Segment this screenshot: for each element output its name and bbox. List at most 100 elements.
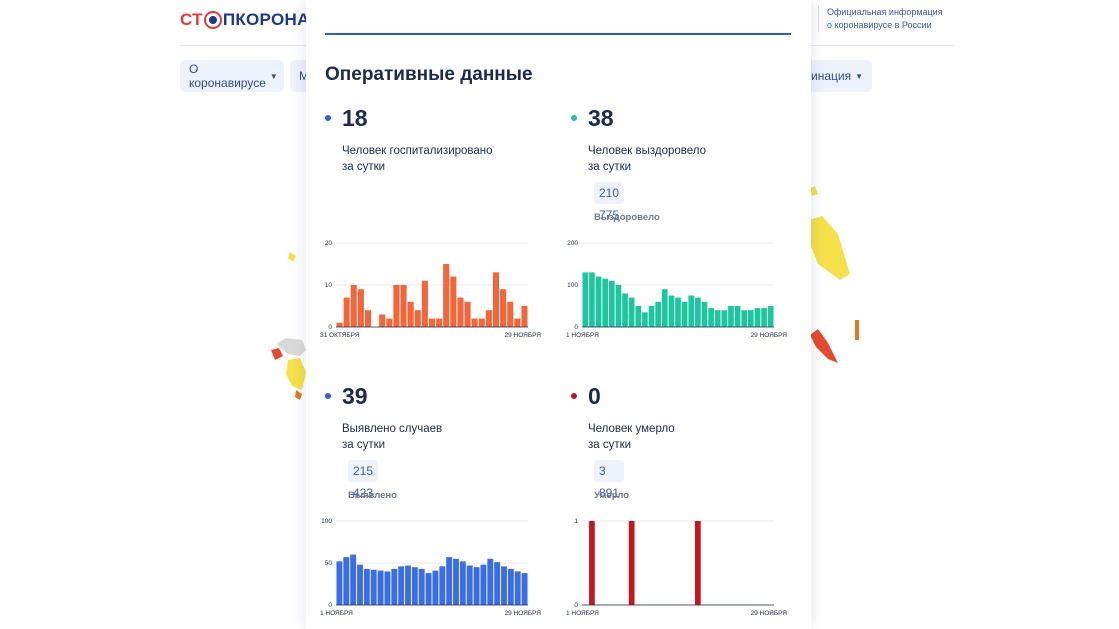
bar	[473, 567, 480, 605]
stat-description: Выявлено случаев за сутки	[342, 421, 512, 453]
bar	[393, 285, 400, 327]
bar	[466, 565, 473, 605]
bar	[492, 272, 500, 327]
bar	[507, 301, 514, 327]
bar	[521, 306, 528, 327]
bar	[407, 301, 414, 327]
bar	[418, 568, 425, 605]
bar	[391, 568, 398, 605]
bar	[443, 264, 450, 327]
stat-description: Человек умерло за сутки	[588, 421, 758, 453]
bar	[405, 565, 411, 605]
chart-recovered-svg: 0 100 200 1 НОЯБРЯ 29 НОЯБРЯ	[566, 240, 787, 339]
bar	[364, 310, 372, 327]
chart-detected-svg: 0 50 100 1 НОЯБРЯ 29 НОЯБРЯ	[320, 518, 541, 617]
chart-died: 0 1 1 НОЯБРЯ 29 НОЯБРЯ	[562, 514, 788, 624]
chart-hospitalized-svg: 0 10 20 31 ОКТЯБРЯ 29 НОЯБРЯ	[320, 240, 541, 339]
bar	[436, 318, 443, 327]
bar	[582, 272, 589, 327]
bar	[350, 285, 357, 327]
bar	[701, 301, 708, 327]
bar	[357, 564, 363, 605]
bar	[688, 295, 695, 327]
stat-value: 0	[588, 383, 601, 409]
bar	[357, 289, 364, 327]
bar	[478, 318, 485, 327]
bar	[695, 521, 701, 605]
stat-description-line1: Выявлено случаев	[342, 423, 443, 435]
bar	[421, 280, 428, 327]
bar	[384, 571, 391, 605]
bar	[661, 289, 668, 327]
bar	[446, 557, 453, 605]
y-tick-label: 20	[325, 240, 333, 247]
bar	[343, 557, 350, 605]
y-tick-label: 0	[328, 324, 332, 331]
y-tick-label: 0	[574, 324, 578, 331]
stat-dot	[571, 393, 577, 399]
bar	[343, 297, 350, 327]
bar	[432, 570, 439, 605]
stat-total-label: Умерло	[594, 490, 630, 501]
stat-total-badge: 3 891	[594, 460, 625, 500]
stat-description-line2: за сутки	[588, 161, 632, 173]
bar	[695, 297, 701, 327]
menu-about-label: О коронавирусе	[189, 62, 266, 90]
bar	[655, 301, 661, 327]
bar	[602, 278, 609, 327]
logo-text-start: СТ	[180, 10, 203, 29]
x-tick-label: 1 НОЯБРЯ	[320, 610, 353, 617]
stat-description-line2: за сутки	[588, 439, 632, 451]
bar	[615, 285, 622, 327]
chart-hospitalized: 0 10 20 31 ОКТЯБРЯ 29 НОЯБРЯ	[316, 236, 542, 346]
panel-title: Оперативные данные	[325, 64, 533, 85]
bar	[514, 571, 521, 605]
bar	[761, 308, 767, 327]
y-tick-label: 100	[321, 518, 332, 525]
official-line-2: о коронавирусе в России	[827, 20, 932, 30]
bar	[480, 564, 487, 605]
bar	[464, 301, 471, 327]
map-fragment-right	[810, 186, 859, 363]
bar	[628, 297, 635, 327]
bar	[681, 301, 688, 327]
y-tick-label: 10	[325, 282, 333, 289]
bar	[642, 312, 648, 327]
x-tick-label: 1 НОЯБРЯ	[566, 332, 599, 339]
bar	[386, 318, 393, 327]
stat-description-line2: за сутки	[342, 161, 386, 173]
y-tick-label: 50	[325, 560, 333, 567]
menu-about-coronavirus[interactable]: О коронавирусе ▼	[180, 60, 284, 92]
bar	[628, 521, 635, 605]
bar	[370, 569, 377, 605]
stat-dot	[325, 115, 331, 121]
chart-died-svg: 0 1 1 НОЯБРЯ 29 НОЯБРЯ	[566, 518, 787, 617]
stat-description-line1: Человек выздоровело	[588, 145, 707, 157]
bar	[439, 566, 446, 605]
chart-detected: 0 50 100 1 НОЯБРЯ 29 НОЯБРЯ	[316, 514, 542, 624]
bar	[400, 285, 407, 327]
bar	[336, 322, 343, 327]
bar	[622, 293, 628, 327]
menu-item-2-label: М	[299, 69, 309, 83]
chart-recovered: 0 100 200 1 НОЯБРЯ 29 НОЯБРЯ	[562, 236, 788, 346]
bar	[450, 276, 457, 327]
bar	[675, 297, 681, 327]
menu-vaccination-label: кцинация	[798, 69, 852, 83]
bar	[514, 318, 521, 327]
bar	[377, 570, 384, 605]
stat-description: Человек выздоровело за сутки	[588, 143, 758, 175]
official-info: Официальная информация о коронавирусе в …	[818, 6, 947, 32]
bar	[708, 308, 714, 327]
bar	[767, 306, 774, 327]
y-tick-label: 0	[574, 602, 578, 609]
stat-description-line1: Человек умерло	[588, 423, 675, 435]
stat-value: 39	[342, 383, 368, 409]
stat-value: 18	[342, 105, 368, 131]
bar	[453, 558, 459, 605]
bar	[754, 308, 761, 327]
y-tick-label: 1	[574, 518, 578, 525]
bar	[428, 318, 436, 327]
y-tick-label: 100	[567, 282, 578, 289]
bar	[500, 289, 507, 327]
